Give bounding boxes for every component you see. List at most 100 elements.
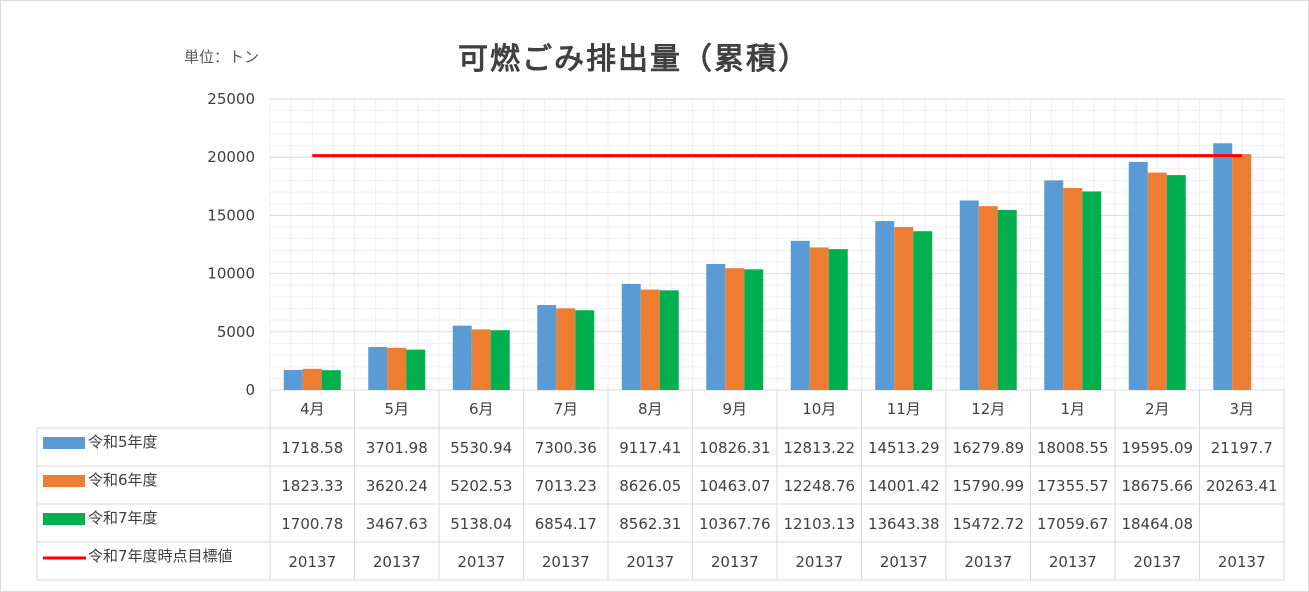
x-tick-label: 10月 <box>802 400 836 418</box>
bar <box>744 269 764 390</box>
data-label: 1700.78 <box>281 515 343 533</box>
x-tick-label: 7月 <box>553 400 578 418</box>
bar <box>978 206 998 390</box>
x-tick-label: 2月 <box>1145 400 1170 418</box>
legend-key <box>43 475 85 487</box>
data-label: 19595.09 <box>1121 439 1193 457</box>
data-label: 20263.41 <box>1206 477 1278 495</box>
data-label: 20137 <box>373 553 421 571</box>
data-label: 21197.7 <box>1211 439 1273 457</box>
data-label: 3467.63 <box>366 515 428 533</box>
data-label: 5138.04 <box>450 515 512 533</box>
data-label: 14001.42 <box>868 477 940 495</box>
data-label: 1823.33 <box>281 477 343 495</box>
data-label: 20137 <box>626 553 674 571</box>
bar <box>809 247 829 390</box>
chart-title: 可燃ごみ排出量（累積） <box>458 42 810 77</box>
bar <box>659 290 679 390</box>
legend-key <box>43 513 85 525</box>
bar <box>959 200 979 390</box>
legend-entry: 令和5年度 <box>88 433 158 451</box>
data-label: 9117.41 <box>619 439 681 457</box>
data-label: 12103.13 <box>783 515 855 533</box>
bar <box>471 329 491 390</box>
bar <box>1213 143 1233 390</box>
bar <box>1128 161 1148 390</box>
bar <box>1232 154 1252 390</box>
bar <box>283 369 303 390</box>
x-tick-label: 11月 <box>887 400 921 418</box>
bar <box>1166 175 1186 390</box>
data-label: 18008.55 <box>1037 439 1109 457</box>
x-tick-label: 6月 <box>469 400 494 418</box>
legend-entry: 令和7年度 <box>88 509 158 527</box>
data-label: 3701.98 <box>366 439 428 457</box>
data-label: 10367.76 <box>699 515 771 533</box>
data-label: 1718.58 <box>281 439 343 457</box>
data-label: 3620.24 <box>366 477 428 495</box>
bar <box>894 227 914 390</box>
legend-entry: 令和6年度 <box>88 471 158 489</box>
data-label: 20137 <box>1049 553 1097 571</box>
data-label: 20137 <box>880 553 928 571</box>
unit-label: 単位：トン <box>184 48 260 66</box>
bar <box>321 370 341 390</box>
bar <box>452 325 472 390</box>
bar <box>406 349 426 390</box>
bar <box>997 209 1017 390</box>
x-tick-label: 8月 <box>638 400 663 418</box>
data-label: 7300.36 <box>535 439 597 457</box>
data-label: 16279.89 <box>952 439 1024 457</box>
data-label: 17355.57 <box>1037 477 1109 495</box>
x-tick-label: 12月 <box>971 400 1005 418</box>
data-label: 20137 <box>1218 553 1266 571</box>
data-label: 12248.76 <box>783 477 855 495</box>
bar <box>368 346 388 390</box>
bar <box>387 347 407 390</box>
bar <box>790 240 810 390</box>
bar <box>1147 172 1167 390</box>
data-label: 15472.72 <box>952 515 1024 533</box>
bar <box>706 263 726 390</box>
bar <box>913 231 933 390</box>
data-label: 7013.23 <box>535 477 597 495</box>
data-label: 8562.31 <box>619 515 681 533</box>
legend-key <box>43 437 85 449</box>
bar <box>621 283 641 390</box>
data-label: 15790.99 <box>952 477 1024 495</box>
x-tick-label: 4月 <box>300 400 325 418</box>
bar <box>556 308 576 390</box>
legend-entry: 令和7年度時点目標値 <box>88 547 233 565</box>
bar <box>575 310 595 390</box>
bar <box>1082 191 1102 390</box>
data-label: 20137 <box>457 553 505 571</box>
y-tick-label: 10000 <box>207 265 255 283</box>
data-label: 5202.53 <box>450 477 512 495</box>
bar <box>302 368 322 390</box>
bar <box>490 330 510 390</box>
bar <box>1044 180 1064 390</box>
x-tick-label: 3月 <box>1229 400 1254 418</box>
data-label: 8626.05 <box>619 477 681 495</box>
x-tick-label: 5月 <box>384 400 409 418</box>
bar <box>1063 187 1083 390</box>
data-label: 20137 <box>542 553 590 571</box>
y-tick-label: 20000 <box>207 148 255 166</box>
data-label: 20137 <box>288 553 336 571</box>
bar <box>640 289 660 390</box>
y-tick-label: 25000 <box>207 90 255 108</box>
data-label: 5530.94 <box>450 439 512 457</box>
data-label: 18464.08 <box>1121 515 1193 533</box>
x-tick-label: 1月 <box>1060 400 1085 418</box>
data-label: 20137 <box>1133 553 1181 571</box>
y-tick-label: 5000 <box>217 323 255 341</box>
bar <box>725 268 745 390</box>
y-tick-label: 0 <box>245 381 255 399</box>
data-label: 14513.29 <box>868 439 940 457</box>
data-label: 17059.67 <box>1037 515 1109 533</box>
data-label: 6854.17 <box>535 515 597 533</box>
data-label: 18675.66 <box>1121 477 1193 495</box>
x-tick-label: 9月 <box>722 400 747 418</box>
data-label: 12813.22 <box>783 439 855 457</box>
